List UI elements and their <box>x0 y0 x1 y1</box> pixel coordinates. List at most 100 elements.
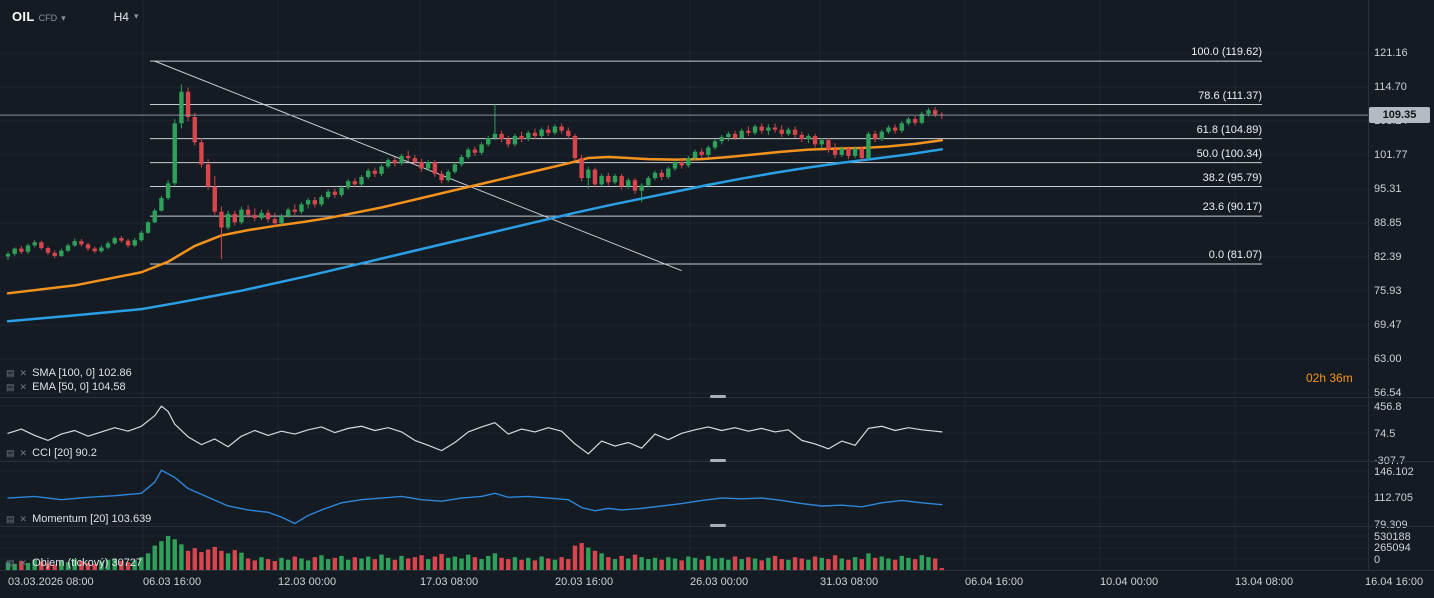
candle-body <box>345 181 351 188</box>
indicator-settings-icon[interactable]: ▤ <box>6 558 15 568</box>
candle-body <box>452 164 458 172</box>
panel-resize-handle[interactable] <box>710 459 726 462</box>
volume-bar <box>519 559 524 570</box>
candle-body <box>225 213 231 228</box>
volume-bar <box>832 555 838 570</box>
volume-bar <box>592 550 598 570</box>
volume-bar <box>499 557 504 570</box>
volume-bar <box>632 554 638 570</box>
volume-bar <box>732 556 738 570</box>
legend-ema-label: EMA [50, 0] 104.58 <box>32 381 126 393</box>
volume-bar <box>759 560 764 570</box>
volume-bar <box>225 553 231 570</box>
price-axis-label: 82.39 <box>1374 251 1402 264</box>
candle-body <box>72 241 77 246</box>
fib-level-label: 78.6 (111.37) <box>1198 89 1262 102</box>
cci-axis-label: 456.8 <box>1374 401 1402 413</box>
candle-body <box>385 160 391 167</box>
volume-bar <box>459 558 464 570</box>
volume-bar <box>872 557 878 570</box>
legend-ema: ▤ ✕ EMA [50, 0] 104.58 <box>6 380 132 394</box>
price-axis-label: 63.00 <box>1374 353 1402 366</box>
candle-body <box>659 172 664 177</box>
candle-body <box>566 130 571 136</box>
symbol-selector[interactable]: OIL CFD ▾ <box>12 9 66 24</box>
chevron-down-icon: ▾ <box>133 11 139 21</box>
volume-bar <box>492 553 498 570</box>
volume-bar <box>79 561 84 570</box>
candle-body <box>819 140 824 145</box>
candle-body <box>806 135 811 140</box>
candle-body <box>826 140 831 150</box>
candle-body <box>259 212 264 219</box>
indicator-remove-icon[interactable]: ✕ <box>19 448 28 458</box>
indicator-settings-icon[interactable]: ▤ <box>6 448 15 458</box>
fib-level-label: 0.0 (81.07) <box>1208 249 1262 261</box>
volume-bar <box>712 558 718 570</box>
volume-bar <box>672 558 678 570</box>
volume-bar <box>165 536 171 570</box>
trendline[interactable] <box>154 60 682 272</box>
volume-bar <box>446 557 451 570</box>
price-axis-label: 69.47 <box>1374 319 1402 332</box>
momentum-legend: ▤ ✕ Momentum [20] 103.639 <box>6 512 151 526</box>
candle-body <box>479 144 484 153</box>
candle-body <box>399 155 404 164</box>
volume-bar <box>279 557 284 570</box>
candle-body <box>719 137 724 142</box>
volume-bar <box>806 559 811 570</box>
candle-body <box>686 158 691 166</box>
volume-bar <box>472 557 478 570</box>
candle-body <box>285 209 291 216</box>
volume-bar <box>332 557 338 570</box>
candle-body <box>586 169 591 179</box>
indicator-remove-icon[interactable]: ✕ <box>19 368 28 378</box>
volume-bar <box>392 559 398 570</box>
candle-body <box>672 162 678 169</box>
candle-body <box>139 232 144 241</box>
volume-bar <box>486 555 491 570</box>
candle-body <box>712 141 718 148</box>
candle-body <box>486 138 491 145</box>
momentum-axis-label: 79.309 <box>1374 519 1408 531</box>
volume-bar <box>512 557 518 570</box>
candle-body <box>379 166 384 174</box>
volume-bar <box>179 544 184 570</box>
volume-bar <box>252 560 257 570</box>
volume-bar <box>639 557 644 570</box>
volume-bar <box>112 558 117 570</box>
candle-body <box>506 139 511 145</box>
indicator-settings-icon[interactable]: ▤ <box>6 514 15 524</box>
candle-body <box>639 185 644 191</box>
candle-body <box>179 91 184 124</box>
volume-bar <box>25 562 31 570</box>
indicator-settings-icon[interactable]: ▤ <box>6 368 15 378</box>
indicator-settings-icon[interactable]: ▤ <box>6 382 15 392</box>
indicator-remove-icon[interactable]: ✕ <box>19 382 28 392</box>
candle-body <box>185 91 191 117</box>
price-axis-label: 88.85 <box>1374 217 1402 230</box>
volume-bar <box>312 557 318 570</box>
volume-bar <box>792 557 798 570</box>
volume-bar <box>846 559 851 570</box>
overlay-legend: ▤ ✕ SMA [100, 0] 102.86 ▤ ✕ EMA [50, 0] … <box>6 366 132 394</box>
candle-body <box>325 191 331 197</box>
indicator-remove-icon[interactable]: ✕ <box>19 558 28 568</box>
timeframe-selector[interactable]: H4 ▾ <box>114 10 139 24</box>
candle-body <box>572 135 578 159</box>
volume-bar <box>726 559 731 570</box>
candle-body <box>272 219 277 224</box>
volume-bar <box>766 557 771 570</box>
candle-body <box>99 247 104 252</box>
candle-body <box>79 241 84 245</box>
panel-resize-handle[interactable] <box>710 524 726 527</box>
indicator-remove-icon[interactable]: ✕ <box>19 514 28 524</box>
panel-resize-handle[interactable] <box>710 395 726 398</box>
price-axis-label: 101.77 <box>1374 149 1408 162</box>
candle-body <box>792 129 798 135</box>
candle-body <box>152 210 157 223</box>
legend-volume: ▤ ✕ Objem (tickový) 30727 <box>6 556 142 570</box>
time-axis-separator <box>0 570 1434 571</box>
candle-body <box>772 127 778 130</box>
